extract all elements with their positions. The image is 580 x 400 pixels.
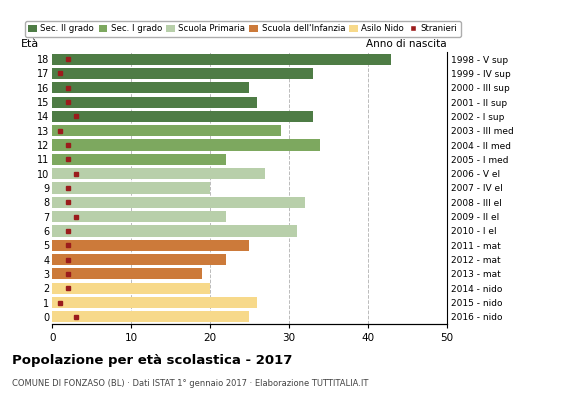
Bar: [52, 225, 297, 236]
Bar: [52, 82, 249, 93]
Bar: [52, 197, 305, 208]
Text: Età: Età: [21, 39, 39, 49]
Bar: [52, 68, 313, 79]
Bar: [52, 168, 265, 179]
Bar: [52, 297, 258, 308]
Bar: [52, 125, 281, 136]
Legend: Sec. II grado, Sec. I grado, Scuola Primaria, Scuola dell'Infanzia, Asilo Nido, : Sec. II grado, Sec. I grado, Scuola Prim…: [25, 21, 461, 37]
Bar: [52, 111, 313, 122]
Bar: [52, 268, 202, 280]
Bar: [52, 254, 226, 265]
Bar: [52, 182, 210, 194]
Text: COMUNE DI FONZASO (BL) · Dati ISTAT 1° gennaio 2017 · Elaborazione TUTTITALIA.IT: COMUNE DI FONZASO (BL) · Dati ISTAT 1° g…: [12, 379, 368, 388]
Text: Popolazione per età scolastica - 2017: Popolazione per età scolastica - 2017: [12, 354, 292, 367]
Bar: [52, 96, 258, 108]
Bar: [52, 54, 392, 65]
Text: Anno di nascita: Anno di nascita: [366, 39, 447, 49]
Bar: [52, 154, 226, 165]
Bar: [52, 311, 249, 322]
Bar: [52, 211, 226, 222]
Bar: [52, 140, 320, 151]
Bar: [52, 240, 249, 251]
Bar: [52, 283, 210, 294]
